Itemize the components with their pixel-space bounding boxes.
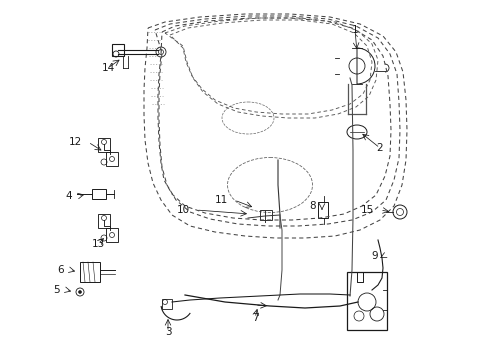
Bar [260, 210, 271, 220]
Bar [80, 262, 100, 282]
Text: 2: 2 [376, 143, 383, 153]
Bar [92, 189, 106, 199]
Text: 10: 10 [177, 205, 190, 215]
Text: 12: 12 [69, 137, 82, 147]
Text: 11: 11 [214, 195, 227, 205]
Bar [98, 138, 110, 152]
Circle shape [79, 291, 81, 293]
Text: 8: 8 [309, 201, 315, 211]
Text: 14: 14 [101, 63, 114, 73]
Text: 1: 1 [351, 25, 358, 35]
Text: 13: 13 [91, 239, 104, 249]
Text: 9: 9 [370, 251, 377, 261]
Text: 7: 7 [251, 313, 258, 323]
Text: 6: 6 [57, 265, 64, 275]
Bar [106, 228, 118, 242]
Bar [98, 214, 110, 228]
Text: 4: 4 [65, 191, 72, 201]
Bar [112, 44, 124, 56]
Text: 15: 15 [360, 205, 373, 215]
Text: 3: 3 [164, 327, 171, 337]
Bar [317, 202, 327, 218]
Bar [162, 299, 172, 309]
Bar [106, 152, 118, 166]
Text: 5: 5 [53, 285, 60, 295]
Bar [346, 272, 386, 330]
